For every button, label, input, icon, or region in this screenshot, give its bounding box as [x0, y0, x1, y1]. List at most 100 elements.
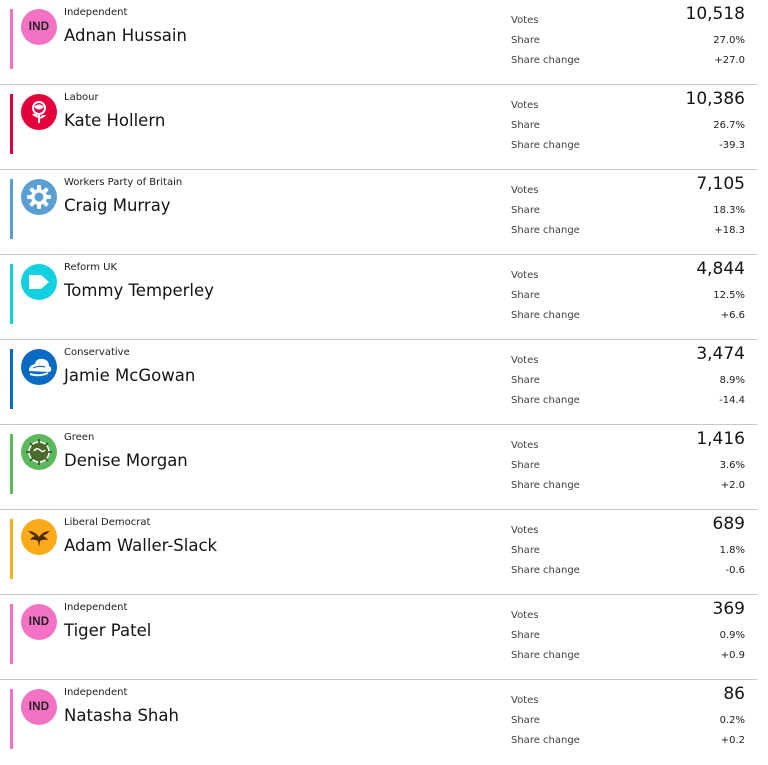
votes-label: Votes	[511, 440, 539, 451]
share-value: 1.8%	[719, 545, 745, 556]
candidate-name: Denise Morgan	[64, 451, 188, 470]
conservative-tree-icon	[21, 349, 57, 385]
share-value: 18.3%	[713, 205, 745, 216]
party-name: Independent	[64, 602, 128, 613]
votes-value: 4,844	[696, 259, 745, 279]
share-change-label: Share change	[511, 565, 580, 576]
share-label: Share	[511, 375, 540, 386]
share-change-label: Share change	[511, 480, 580, 491]
party-color-bar	[10, 264, 13, 324]
party-color-bar	[10, 9, 13, 69]
candidate-row: IND Independent Adnan Hussain Votes Shar…	[0, 0, 757, 85]
votes-value: 369	[712, 599, 745, 619]
reform-arrow-icon	[21, 264, 57, 300]
share-label: Share	[511, 35, 540, 46]
party-name: Liberal Democrat	[64, 517, 151, 528]
party-color-bar	[10, 434, 13, 494]
green-earth-icon	[21, 434, 57, 470]
share-change-value: +0.9	[720, 650, 745, 661]
candidate-row: Conservative Jamie McGowan Votes Share S…	[0, 340, 757, 425]
party-name: Independent	[64, 687, 128, 698]
candidate-row: IND Independent Tiger Patel Votes Share …	[0, 595, 757, 680]
votes-value: 7,105	[696, 174, 745, 194]
votes-value: 689	[712, 514, 745, 534]
votes-label: Votes	[511, 15, 539, 26]
votes-label: Votes	[511, 185, 539, 196]
party-name: Conservative	[64, 347, 130, 358]
candidate-name: Jamie McGowan	[64, 366, 196, 385]
share-change-value: -0.6	[725, 565, 745, 576]
candidate-row: Liberal Democrat Adam Waller-Slack Votes…	[0, 510, 757, 595]
share-change-label: Share change	[511, 735, 580, 746]
party-color-bar	[10, 349, 13, 409]
party-color-bar	[10, 519, 13, 579]
party-color-bar	[10, 94, 13, 154]
results-list: IND Independent Adnan Hussain Votes Shar…	[0, 0, 757, 749]
share-change-label: Share change	[511, 395, 580, 406]
votes-label: Votes	[511, 610, 539, 621]
candidate-name: Kate Hollern	[64, 111, 166, 130]
share-change-label: Share change	[511, 650, 580, 661]
share-label: Share	[511, 120, 540, 131]
votes-value: 86	[723, 684, 745, 704]
candidate-name: Tommy Temperley	[64, 281, 214, 300]
share-value: 27.0%	[713, 35, 745, 46]
party-color-bar	[10, 179, 13, 239]
votes-label: Votes	[511, 270, 539, 281]
share-change-value: +0.2	[720, 735, 745, 746]
party-name: Workers Party of Britain	[64, 177, 183, 188]
share-label: Share	[511, 290, 540, 301]
party-name: Independent	[64, 7, 128, 18]
share-change-label: Share change	[511, 310, 580, 321]
candidate-row: Green Denise Morgan Votes Share Share ch…	[0, 425, 757, 510]
votes-label: Votes	[511, 355, 539, 366]
labour-rose-icon	[21, 94, 57, 130]
workers-party-gear-icon	[21, 179, 57, 215]
badge-text: IND	[28, 616, 50, 628]
votes-label: Votes	[511, 100, 539, 111]
candidate-row: Workers Party of Britain Craig Murray Vo…	[0, 170, 757, 255]
party-color-bar	[10, 604, 13, 664]
share-label: Share	[511, 460, 540, 471]
share-label: Share	[511, 630, 540, 641]
badge-text: IND	[28, 701, 50, 713]
independent-badge: IND	[21, 689, 57, 725]
votes-value: 10,518	[685, 4, 745, 24]
candidate-name: Craig Murray	[64, 196, 171, 215]
share-change-value: +6.6	[720, 310, 745, 321]
votes-value: 1,416	[696, 429, 745, 449]
share-value: 0.2%	[719, 715, 745, 726]
candidate-name: Adam Waller-Slack	[64, 536, 218, 555]
party-name: Green	[64, 432, 95, 443]
libdem-bird-icon	[21, 519, 57, 555]
votes-value: 10,386	[685, 89, 745, 109]
votes-label: Votes	[511, 525, 539, 536]
party-name: Reform UK	[64, 262, 118, 273]
share-change-label: Share change	[511, 140, 580, 151]
votes-label: Votes	[511, 695, 539, 706]
candidate-row: Reform UK Tommy Temperley Votes Share Sh…	[0, 255, 757, 340]
share-change-value: +2.0	[720, 480, 745, 491]
share-value: 26.7%	[713, 120, 745, 131]
share-value: 0.9%	[719, 630, 745, 641]
candidate-name: Adnan Hussain	[64, 26, 187, 45]
candidate-row: Labour Kate Hollern Votes Share Share ch…	[0, 85, 757, 170]
share-change-value: +27.0	[714, 55, 745, 66]
share-label: Share	[511, 545, 540, 556]
share-label: Share	[511, 205, 540, 216]
candidate-name: Tiger Patel	[64, 621, 152, 640]
candidate-row: IND Independent Natasha Shah Votes Share…	[0, 680, 757, 765]
candidate-name: Natasha Shah	[64, 706, 179, 725]
share-change-label: Share change	[511, 55, 580, 66]
share-change-label: Share change	[511, 225, 580, 236]
votes-value: 3,474	[696, 344, 745, 364]
share-change-value: +18.3	[714, 225, 745, 236]
party-name: Labour	[64, 92, 99, 103]
share-value: 3.6%	[719, 460, 745, 471]
share-label: Share	[511, 715, 540, 726]
share-value: 8.9%	[719, 375, 745, 386]
party-color-bar	[10, 689, 13, 749]
share-change-value: -39.3	[719, 140, 745, 151]
share-value: 12.5%	[713, 290, 745, 301]
share-change-value: -14.4	[719, 395, 745, 406]
